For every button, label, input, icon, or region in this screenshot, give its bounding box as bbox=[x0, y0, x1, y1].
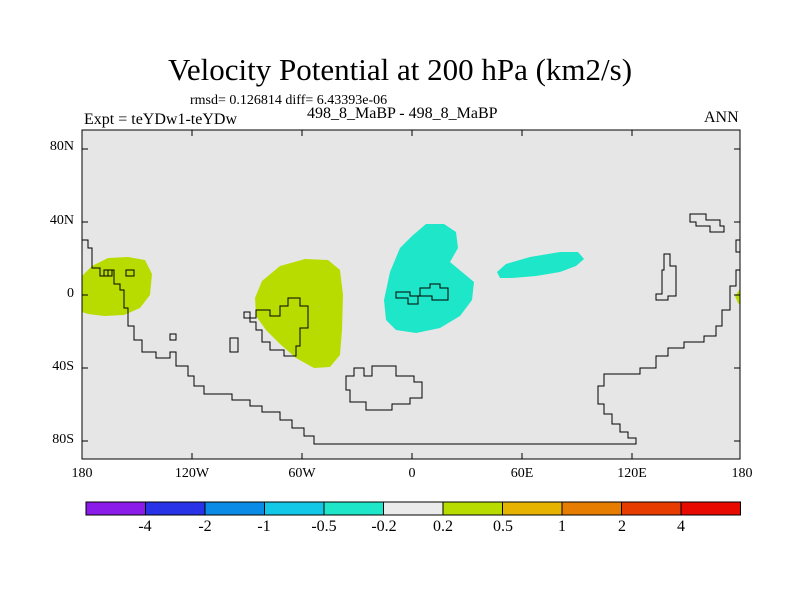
colorbar-label: -2 bbox=[198, 518, 212, 535]
colorbar-swatch bbox=[383, 501, 444, 516]
case-label: 498_8_MaBP - 498_8_MaBP bbox=[307, 105, 498, 122]
colorbar-swatch bbox=[204, 501, 265, 516]
season-label: ANN bbox=[704, 109, 739, 126]
negative-region-arabia bbox=[497, 252, 584, 278]
colorbar bbox=[85, 501, 741, 516]
lon-tick-label: 60E bbox=[510, 466, 534, 481]
negative-region-africa bbox=[384, 224, 474, 333]
lat-tick-label: 40S bbox=[52, 359, 74, 374]
colorbar-label: 1 bbox=[558, 518, 566, 535]
colorbar-swatch bbox=[680, 501, 741, 516]
lon-tick-label: 60W bbox=[288, 466, 316, 481]
colorbar-swatch bbox=[264, 501, 325, 516]
lat-tick-label: 80S bbox=[52, 432, 74, 447]
colorbar-swatch bbox=[442, 501, 503, 516]
positive-region-southamerica bbox=[255, 259, 343, 368]
stats-label: rmsd= 0.126814 diff= 6.43393e-06 bbox=[190, 93, 388, 108]
lat-tick-label: 0 bbox=[67, 286, 74, 301]
colorbar-swatch bbox=[502, 501, 563, 516]
positive-region-dateline bbox=[735, 289, 740, 305]
lon-tick-label: 120E bbox=[617, 466, 647, 481]
colorbar-swatch bbox=[85, 501, 146, 516]
lon-tick-label: 120W bbox=[174, 466, 210, 481]
colorbar-swatch bbox=[561, 501, 622, 516]
colorbar-label: 0.2 bbox=[433, 518, 453, 535]
colorbar-label: -0.2 bbox=[371, 518, 397, 535]
experiment-label: Expt = teYDw1-teYDw bbox=[84, 111, 237, 128]
colorbar-label: -1 bbox=[257, 518, 271, 535]
lon-tick-label: 180 bbox=[731, 466, 753, 481]
colorbar-label: 0.5 bbox=[493, 518, 513, 535]
lat-tick-label: 80N bbox=[49, 139, 74, 154]
axis-ticks bbox=[82, 130, 740, 459]
colorbar-label: 4 bbox=[677, 518, 685, 535]
colorbar-label: -4 bbox=[138, 518, 152, 535]
colorbar-swatch bbox=[323, 501, 384, 516]
plot-title: Velocity Potential at 200 hPa (km2/s) bbox=[167, 52, 633, 87]
lon-tick-label: 0 bbox=[408, 466, 416, 481]
colorbar-label: 2 bbox=[618, 518, 626, 535]
lat-tick-label: 40N bbox=[49, 213, 74, 228]
coastlines bbox=[82, 213, 741, 445]
colorbar-label: -0.5 bbox=[311, 518, 337, 535]
colorbar-swatch bbox=[621, 501, 682, 516]
lon-tick-label: 180 bbox=[71, 466, 93, 481]
colorbar-swatch bbox=[145, 501, 206, 516]
